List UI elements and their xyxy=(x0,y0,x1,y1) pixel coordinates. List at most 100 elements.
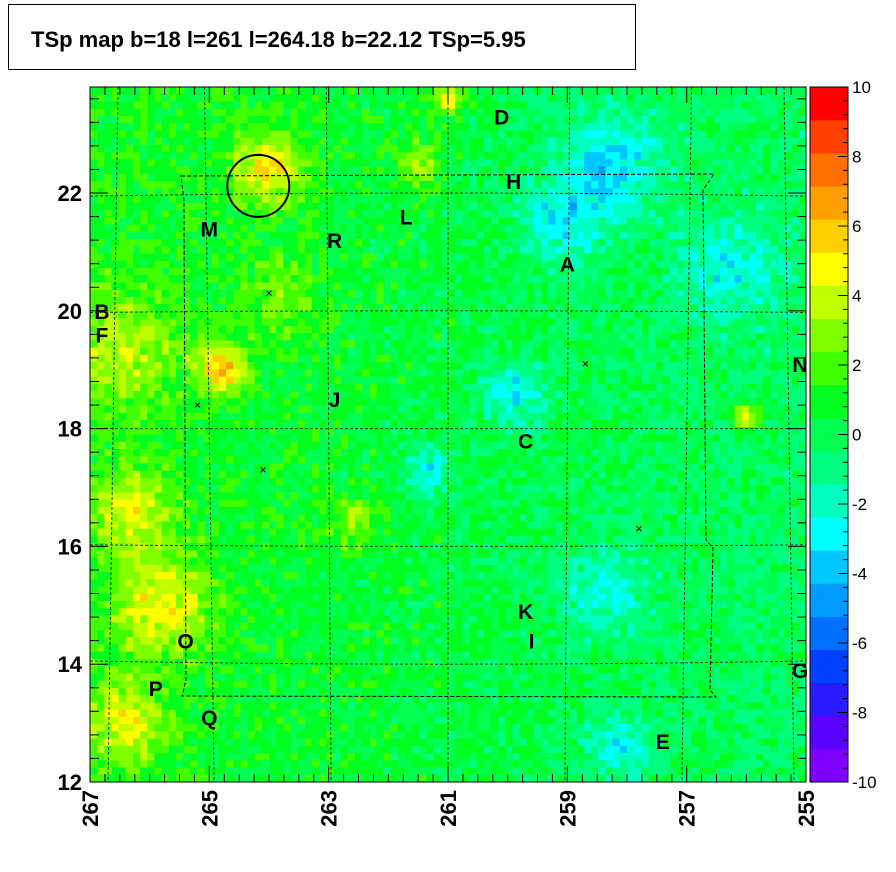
heatmap-cell xyxy=(526,115,535,124)
heatmap-cell xyxy=(397,275,406,283)
heatmap-cell xyxy=(333,296,342,305)
heatmap-cell xyxy=(548,137,556,146)
heatmap-cell xyxy=(619,340,628,349)
heatmap-cell xyxy=(734,108,743,117)
heatmap-cell xyxy=(197,202,206,211)
heatmap-cell xyxy=(548,289,556,298)
heatmap-cell xyxy=(591,181,599,189)
heatmap-cell xyxy=(591,144,599,153)
heatmap-cell xyxy=(276,210,284,218)
heatmap-cell xyxy=(455,94,463,102)
heatmap-cell xyxy=(720,210,728,218)
heatmap-cell xyxy=(197,224,206,233)
heatmap-cell xyxy=(204,181,213,189)
heatmap-cell xyxy=(655,101,664,110)
heatmap-cell xyxy=(669,202,678,211)
heatmap-cell xyxy=(669,188,678,197)
heatmap-cell xyxy=(462,137,470,146)
heatmap-cell xyxy=(748,130,757,139)
heatmap-cell xyxy=(362,101,370,110)
heatmap-cell xyxy=(376,325,385,334)
heatmap-cell xyxy=(433,239,442,247)
heatmap-cell xyxy=(490,333,499,341)
heatmap-cell xyxy=(154,376,163,385)
heatmap-cell xyxy=(276,246,284,255)
heatmap-cell xyxy=(584,152,592,160)
heatmap-cell xyxy=(440,231,449,240)
heatmap-cell xyxy=(440,94,449,102)
heatmap-cell xyxy=(763,398,771,407)
heatmap-cell xyxy=(526,260,535,269)
heatmap-cell xyxy=(226,210,234,218)
heatmap-cell xyxy=(548,210,556,218)
heatmap-cell xyxy=(519,267,528,276)
heatmap-cell xyxy=(111,123,120,131)
heatmap-cell xyxy=(490,231,499,240)
heatmap-cell xyxy=(147,282,155,291)
heatmap-cell xyxy=(512,217,521,226)
heatmap-cell xyxy=(226,296,234,305)
heatmap-cell xyxy=(483,296,492,305)
heatmap-cell xyxy=(419,333,428,341)
heatmap-cell xyxy=(412,130,420,139)
heatmap-cell xyxy=(698,202,707,211)
heatmap-cell xyxy=(118,210,127,218)
heatmap-cell xyxy=(705,195,714,204)
heatmap-cell xyxy=(734,296,743,305)
heatmap-cell xyxy=(720,398,728,407)
heatmap-cell xyxy=(362,383,370,392)
heatmap-cell xyxy=(748,275,757,283)
heatmap-cell xyxy=(183,441,191,450)
heatmap-cell xyxy=(655,210,664,218)
heatmap-cell xyxy=(677,202,685,211)
heatmap-cells xyxy=(90,87,807,783)
heatmap-cell xyxy=(125,412,134,421)
heatmap-cell xyxy=(662,311,671,320)
heatmap-cell xyxy=(533,333,542,341)
heatmap-cell xyxy=(576,195,585,204)
heatmap-cell xyxy=(333,362,342,370)
heatmap-cell xyxy=(476,144,485,153)
heatmap-cell xyxy=(118,224,127,233)
heatmap-cell xyxy=(562,282,571,291)
heatmap-cell xyxy=(140,181,148,189)
heatmap-cell xyxy=(562,427,571,435)
heatmap-cell xyxy=(226,253,234,262)
heatmap-cell xyxy=(118,333,127,341)
heatmap-cell xyxy=(741,123,750,131)
heatmap-cell xyxy=(755,231,764,240)
heatmap-cell xyxy=(326,246,334,255)
heatmap-cell xyxy=(526,267,535,276)
heatmap-cell xyxy=(476,412,485,421)
heatmap-cell xyxy=(90,311,98,320)
heatmap-cell xyxy=(648,224,657,233)
heatmap-cell xyxy=(269,115,277,124)
heatmap-cell xyxy=(211,159,220,168)
heatmap-cell xyxy=(440,202,449,211)
heatmap-cell xyxy=(619,362,628,370)
heatmap-cell xyxy=(634,231,642,240)
heatmap-cell xyxy=(612,340,621,349)
heatmap-cell xyxy=(798,304,807,312)
heatmap-cell xyxy=(362,260,370,269)
heatmap-cell xyxy=(297,231,306,240)
heatmap-cell xyxy=(763,94,771,102)
heatmap-cell xyxy=(748,101,757,110)
heatmap-cell xyxy=(154,188,163,197)
heatmap-cell xyxy=(168,115,177,124)
heatmap-cell xyxy=(369,362,377,370)
heatmap-cell xyxy=(555,354,564,363)
heatmap-cell xyxy=(426,239,435,247)
heatmap-cell xyxy=(648,246,657,255)
heatmap-cell xyxy=(240,87,249,95)
heatmap-cell xyxy=(405,87,413,95)
heatmap-cell xyxy=(777,231,786,240)
heatmap-cell xyxy=(304,115,313,124)
heatmap-cell xyxy=(319,115,327,124)
heatmap-cell xyxy=(197,420,206,428)
heatmap-cell xyxy=(533,202,542,211)
heatmap-cell xyxy=(591,159,599,168)
heatmap-cell xyxy=(698,275,707,283)
heatmap-cell xyxy=(333,210,342,218)
heatmap-cell xyxy=(483,434,492,443)
